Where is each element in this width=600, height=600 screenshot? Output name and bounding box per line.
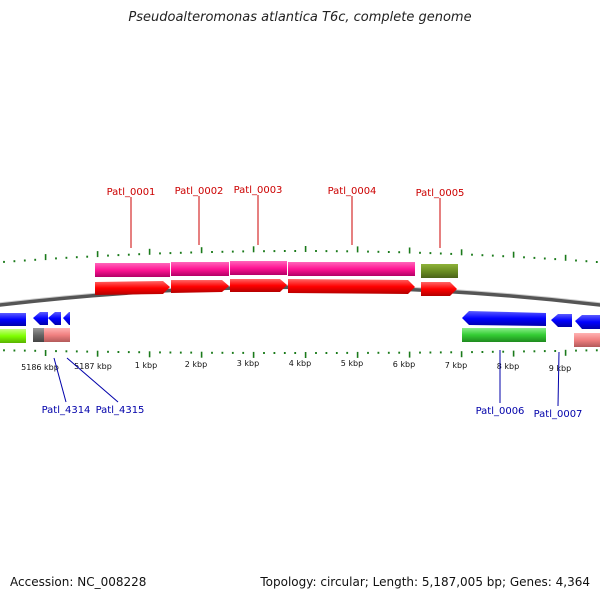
gene-label[interactable]: Patl_0001 bbox=[107, 187, 156, 198]
cds-patl-0006[interactable] bbox=[462, 328, 546, 342]
cds-patl-4315[interactable] bbox=[44, 328, 70, 342]
scale-label: 1 kbp bbox=[135, 361, 157, 370]
scale-label: 6 kbp bbox=[393, 360, 415, 369]
gene-patl-0002[interactable] bbox=[171, 280, 229, 293]
scale-labels: 5186 kbp 5187 kbp 1 kbp 2 kbp 3 kbp 4 kb… bbox=[21, 359, 571, 373]
gene-label[interactable]: Patl_0004 bbox=[328, 186, 377, 197]
gene-patl-0004[interactable] bbox=[288, 279, 415, 294]
scale-label: 5187 kbp bbox=[74, 362, 112, 371]
gene-label[interactable]: Patl_4314 bbox=[42, 405, 91, 416]
cds-patl-0003[interactable] bbox=[230, 261, 287, 275]
gene-labels-top: Patl_0001 Patl_0002 Patl_0003 Patl_0004 … bbox=[107, 185, 465, 248]
cds-patl-0002[interactable] bbox=[171, 262, 229, 276]
gene-right-edge[interactable] bbox=[575, 315, 600, 329]
gene-patl-4315[interactable] bbox=[63, 312, 70, 325]
reverse-cds-track bbox=[0, 328, 600, 347]
forward-gene-track bbox=[95, 279, 457, 296]
gene-patl-4314[interactable] bbox=[33, 312, 48, 325]
cds-right-edge[interactable] bbox=[574, 333, 600, 347]
gene-label[interactable]: Patl_4315 bbox=[96, 405, 145, 416]
reverse-gene-track bbox=[0, 311, 600, 329]
gene-patl-4314b[interactable] bbox=[48, 312, 61, 325]
accession-text: Accession: NC_008228 bbox=[10, 575, 147, 589]
gene-patl-0005[interactable] bbox=[421, 282, 457, 296]
cds-patl-4314[interactable] bbox=[33, 328, 44, 342]
gene-label[interactable]: Patl_0005 bbox=[416, 188, 465, 199]
scale-label: 2 kbp bbox=[185, 360, 207, 369]
scale-label: 5 kbp bbox=[341, 359, 363, 368]
gene-label[interactable]: Patl_0006 bbox=[476, 406, 525, 417]
forward-cds-track bbox=[95, 261, 458, 278]
genome-summary-text: Topology: circular; Length: 5,187,005 bp… bbox=[260, 575, 590, 589]
gene-patl-0006[interactable] bbox=[462, 311, 546, 326]
cds-left-edge[interactable] bbox=[0, 329, 26, 343]
scale-label: 8 kbp bbox=[497, 362, 519, 371]
cds-patl-0005[interactable] bbox=[421, 264, 458, 278]
gene-label[interactable]: Patl_0003 bbox=[234, 185, 283, 196]
tick-marks-top bbox=[3, 246, 598, 263]
gene-patl-0007[interactable] bbox=[551, 314, 572, 327]
scale-label: 9 kbp bbox=[549, 364, 571, 373]
gene-labels-bottom: Patl_4314 Patl_4315 Patl_0006 Patl_0007 bbox=[42, 350, 583, 420]
gene-label[interactable]: Patl_0007 bbox=[534, 409, 583, 420]
gene-patl-0003[interactable] bbox=[230, 279, 287, 292]
tick-marks-bottom bbox=[3, 349, 598, 358]
scale-label: 4 kbp bbox=[289, 359, 311, 368]
scale-label: 7 kbp bbox=[445, 361, 467, 370]
cds-patl-0004[interactable] bbox=[288, 262, 415, 276]
gene-left-edge[interactable] bbox=[0, 313, 26, 326]
scale-label: 5186 kbp bbox=[21, 363, 59, 372]
scale-label: 3 kbp bbox=[237, 359, 259, 368]
title: Pseudoalteromonas atlantica T6c, complet… bbox=[128, 10, 472, 25]
gene-patl-0001[interactable] bbox=[95, 281, 170, 295]
gene-label[interactable]: Patl_0002 bbox=[175, 186, 224, 197]
cds-patl-0001[interactable] bbox=[95, 263, 170, 277]
